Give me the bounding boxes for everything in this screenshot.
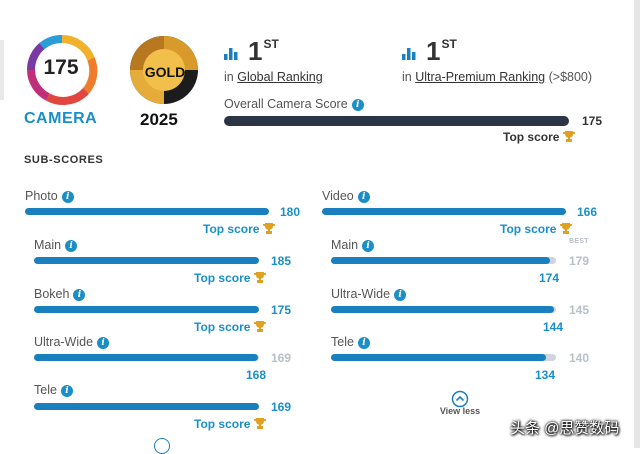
trophy-icon [563,131,576,142]
photo-top-score: Top score [203,222,276,236]
global-ranking-link[interactable]: Global Ranking [237,70,323,84]
video-label: Video i [322,189,370,203]
global-ranking-text: in Global Ranking [224,70,323,84]
video-main-bar [331,257,550,264]
ranking-bars-icon [402,48,416,60]
right-scrollbar[interactable] [634,0,640,448]
ranking-bars-icon [224,48,238,60]
video-top-score: Top score [500,222,573,236]
gold-label-badge-icon [130,36,198,104]
left-panel-edge [0,40,4,100]
info-icon[interactable]: i [394,288,407,301]
info-icon[interactable]: i [65,239,78,252]
photo-label: Photo i [25,189,74,203]
video-ultra-wide-bar [331,306,554,313]
video-main-best: 179 [569,254,590,268]
camera-score-badge-icon [26,35,98,105]
photo-bokeh-label: Bokeh i [34,287,86,301]
photo-main-bar [34,257,259,264]
trophy-icon [254,321,267,332]
photo-score-value: 180 [280,205,301,219]
photo-bokeh-value: 175 [271,303,292,317]
video-tele-best: 140 [569,351,590,365]
video-score-bar [322,208,566,215]
global-rank: 1ST [248,36,279,66]
photo-main-label: Main i [34,238,78,252]
video-tele-value: 134 [535,368,556,382]
camera-label: CAMERA [24,110,98,127]
trophy-icon [254,418,267,429]
video-main-best-label: BEST [569,238,589,245]
trophy-icon [263,223,276,234]
info-icon[interactable]: i [97,336,110,349]
gold-year: 2025 [140,110,178,129]
chevron-up-icon[interactable] [451,390,469,408]
photo-tele-label: Tele i [34,383,73,397]
ultra-premium-rank: 1ST [426,36,457,66]
photo-ultra-wide-label: Ultra-Wide i [34,335,110,349]
watermark-text: 头条 @思赞数码 [510,420,620,437]
info-icon[interactable]: i [61,190,74,203]
video-ultra-wide-value: 144 [543,320,564,334]
video-tele-bar [331,354,546,361]
info-icon[interactable]: i [362,239,375,252]
sub-scores-heading: SUB-SCORES [24,154,104,166]
ultra-premium-ranking-text: in Ultra-Premium Ranking (>$800) [402,70,593,84]
photo-bokeh-bar [34,306,259,313]
photo-bokeh-top-score: Top score [194,320,267,334]
video-ultra-wide-best: 145 [569,303,590,317]
video-tele-label: Tele i [331,335,370,349]
overall-score-value: 175 [582,114,603,128]
video-ultra-wide-label: Ultra-Wide i [331,287,407,301]
info-icon[interactable]: i [357,336,370,349]
photo-score-bar [25,208,269,215]
info-icon[interactable]: i [351,98,364,111]
info-icon[interactable]: i [357,190,370,203]
ultra-premium-ranking-link[interactable]: Ultra-Premium Ranking [415,70,546,84]
photo-ultra-wide-bar [34,354,258,361]
video-score-value: 166 [577,205,598,219]
overall-camera-score-label: Overall Camera Score i [224,97,364,111]
photo-tele-bar [34,403,259,410]
photo-main-top-score: Top score [194,271,267,285]
photo-tele-value: 169 [271,400,292,414]
photo-tele-top-score: Top score [194,417,267,431]
photo-ultra-wide-value: 168 [246,368,267,382]
photo-main-value: 185 [271,254,292,268]
trophy-icon [560,223,573,234]
photo-ultra-wide-best: 169 [271,351,292,365]
overall-score-bar [224,116,569,126]
info-icon[interactable]: i [73,288,86,301]
video-main-value: 174 [539,271,560,285]
video-main-label: Main i [331,238,375,252]
expand-photo-button[interactable] [154,438,170,454]
camera-score-value: 175 [43,56,79,79]
gold-label: GOLD [144,64,186,80]
view-less-button[interactable]: View less [439,406,481,416]
info-icon[interactable]: i [60,384,73,397]
overall-top-score: Top score [503,130,576,144]
trophy-icon [254,272,267,283]
